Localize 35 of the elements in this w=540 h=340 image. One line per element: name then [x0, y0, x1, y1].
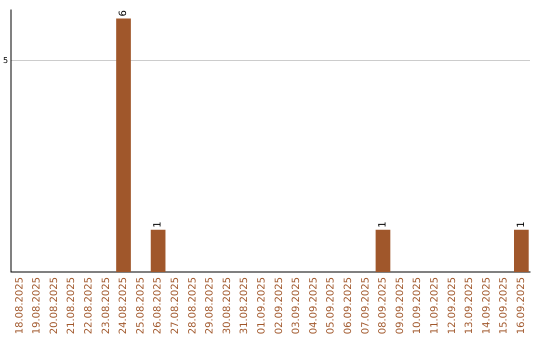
y-tick-label: 5	[2, 56, 8, 65]
x-tick-label: 19.08.2025	[32, 277, 43, 334]
x-tick-label: 09.09.2025	[394, 277, 406, 334]
x-tick-label: 22.08.2025	[84, 277, 95, 334]
x-tick-label: 21.08.2025	[66, 277, 78, 334]
x-tick-label: 08.09.2025	[378, 277, 389, 334]
x-tick-label: 28.08.2025	[187, 277, 198, 334]
x-tick-label: 24.08.2025	[118, 277, 130, 334]
x-tick-label: 11.09.2025	[429, 277, 440, 334]
x-tick-label: 18.08.2025	[14, 277, 26, 334]
x-tick-label: 26.08.2025	[152, 277, 164, 334]
data-label: 1	[516, 221, 527, 228]
x-tick-label: 06.09.2025	[342, 277, 354, 334]
x-tick-label: 04.09.2025	[308, 277, 320, 334]
x-tick-label: 15.09.2025	[498, 277, 510, 334]
x-tick-label: 05.09.2025	[326, 277, 337, 334]
x-tick-label: 20.08.2025	[48, 277, 60, 334]
x-tick-label: 07.09.2025	[360, 277, 372, 334]
x-tick-label: 13.09.2025	[464, 277, 476, 334]
x-tick-label: 03.09.2025	[291, 277, 302, 334]
x-tick-label: 29.08.2025	[204, 277, 216, 334]
x-tick-label: 14.09.2025	[481, 277, 492, 334]
data-label: 6	[118, 10, 130, 16]
x-tick-label: 16.09.2025	[516, 277, 527, 334]
x-tick-label: 10.09.2025	[412, 277, 424, 334]
x-tick-label: 25.08.2025	[135, 277, 146, 334]
x-tick-label: 30.08.2025	[222, 277, 233, 334]
x-tick-label: 02.09.2025	[274, 277, 285, 334]
data-label: 1	[378, 221, 389, 228]
x-tick-label: 12.09.2025	[446, 277, 458, 334]
x-tick-label: 31.08.2025	[239, 277, 250, 334]
x-tick-label: 27.08.2025	[170, 277, 182, 334]
data-label: 1	[152, 221, 164, 228]
x-tick-label: 01.09.2025	[256, 277, 268, 334]
x-tick-label: 23.08.2025	[100, 277, 112, 334]
